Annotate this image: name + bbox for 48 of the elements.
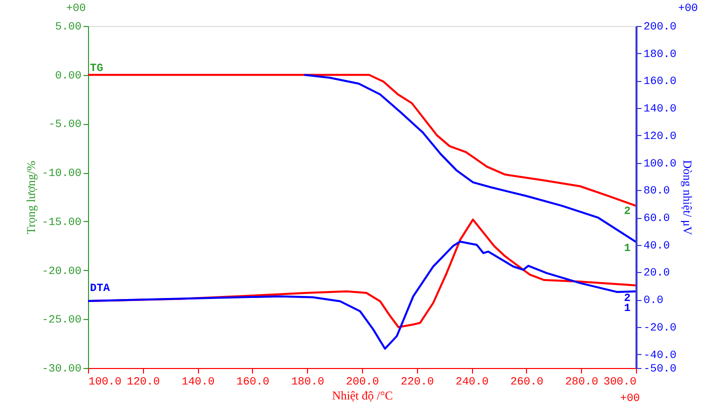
annotation: 2: [624, 293, 631, 305]
y2-tick-label: 180.0: [644, 48, 677, 61]
y-tick-label: -15.00: [42, 216, 82, 229]
annotation: 1: [624, 243, 631, 255]
line-series: [303, 74, 637, 243]
y2-tick-label: 0.0: [644, 295, 664, 308]
y2-tick-label: 200.0: [644, 22, 677, 34]
annotation: TG: [90, 63, 104, 75]
y2-tick-label: 160.0: [644, 76, 677, 88]
x-axis-title: Nhiệt độ /°C: [332, 388, 393, 402]
x-tick-label: 240.0: [456, 376, 489, 388]
y-tick-label: -20.00: [42, 266, 82, 278]
annotation: DTA: [90, 283, 110, 295]
line-series: [87, 240, 637, 350]
x-tick-label: 300.0: [603, 376, 636, 388]
y-tick-label: -25.00: [42, 314, 82, 327]
text: +00: [66, 3, 86, 15]
x-tick-label: 100.0: [88, 376, 122, 388]
y2-tick-label: 20.0: [644, 268, 670, 280]
line-series: [87, 74, 637, 207]
y2-tick-label: 140.0: [644, 104, 677, 116]
x-tick-label: 260.0: [510, 376, 544, 388]
x-tick-label: 280.0: [565, 376, 598, 388]
x-tick-label: 160.0: [236, 376, 270, 388]
y2-tick-label: -50.0: [644, 364, 677, 376]
y2-tick-label: 100.0: [644, 158, 677, 170]
y-tick-label: 0.00: [55, 70, 82, 82]
y2-tick-label: -40.0: [644, 350, 677, 362]
annotation: 2: [624, 206, 631, 218]
y-tick-label: -10.00: [42, 168, 82, 180]
x-tick-label: 220.0: [400, 376, 434, 388]
x-tick-label: 200.0: [346, 376, 380, 388]
annotation: 1: [624, 303, 631, 315]
y2-tick-label: 60.0: [644, 213, 670, 226]
y2-axis-title: Dòng nhiệt/ μV: [680, 160, 695, 236]
y-tick-label: -5.00: [48, 119, 82, 132]
text: +00: [620, 393, 640, 405]
y-tick-label: 5.00: [55, 22, 82, 34]
y-axis-title: Trọng lượng/%: [24, 160, 38, 234]
y2-tick-label: 40.0: [644, 240, 670, 252]
x-tick-label: 180.0: [291, 376, 324, 388]
y2-tick-label: 120.0: [644, 130, 677, 143]
x-tick-label: 120.0: [126, 376, 160, 388]
y-tick-label: -30.00: [42, 364, 82, 376]
y2-tick-label: -20.0: [644, 322, 677, 334]
x-tick-label: 140.0: [182, 376, 215, 388]
text: +00: [678, 3, 698, 15]
y2-tick-label: 80.0: [644, 186, 670, 198]
